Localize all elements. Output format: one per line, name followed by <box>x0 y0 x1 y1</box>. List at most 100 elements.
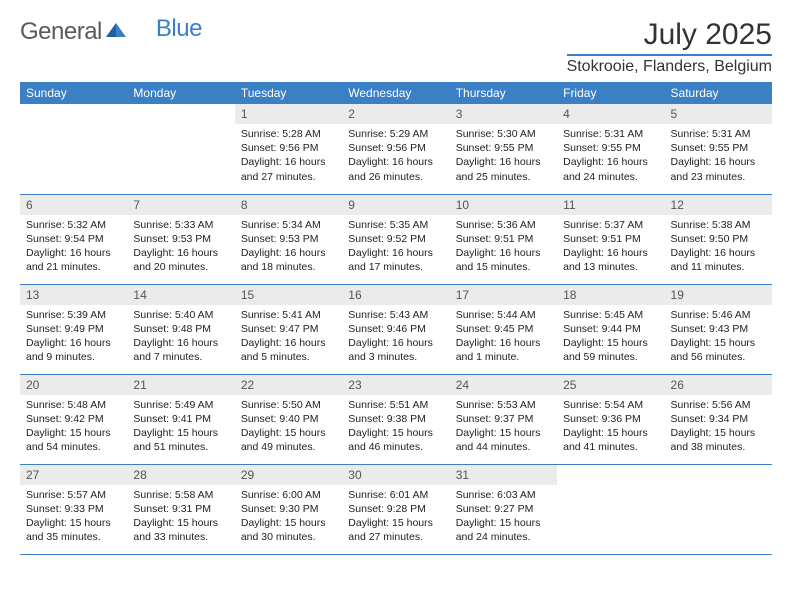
daylight-text: Daylight: 16 hours and 21 minutes. <box>26 246 121 274</box>
sunrise-text: Sunrise: 5:34 AM <box>241 218 336 232</box>
day-data: Sunrise: 5:38 AMSunset: 9:50 PMDaylight:… <box>665 215 772 281</box>
sunset-text: Sunset: 9:42 PM <box>26 412 121 426</box>
day-number: 7 <box>127 195 234 215</box>
daylight-text: Daylight: 16 hours and 25 minutes. <box>456 155 551 183</box>
title-block: July 2025 Stokrooie, Flanders, Belgium <box>567 18 772 76</box>
day-number: 9 <box>342 195 449 215</box>
sunrise-text: Sunrise: 5:58 AM <box>133 488 228 502</box>
sunset-text: Sunset: 9:41 PM <box>133 412 228 426</box>
calendar-day-cell: 18Sunrise: 5:45 AMSunset: 9:44 PMDayligh… <box>557 284 664 374</box>
weekday-header: Tuesday <box>235 82 342 104</box>
sunset-text: Sunset: 9:34 PM <box>671 412 766 426</box>
sunrise-text: Sunrise: 5:39 AM <box>26 308 121 322</box>
day-data: Sunrise: 5:50 AMSunset: 9:40 PMDaylight:… <box>235 395 342 461</box>
daylight-text: Daylight: 16 hours and 15 minutes. <box>456 246 551 274</box>
day-number: 20 <box>20 375 127 395</box>
weekday-header: Thursday <box>450 82 557 104</box>
sunrise-text: Sunrise: 5:44 AM <box>456 308 551 322</box>
sunset-text: Sunset: 9:55 PM <box>456 141 551 155</box>
sunset-text: Sunset: 9:37 PM <box>456 412 551 426</box>
day-data: Sunrise: 5:48 AMSunset: 9:42 PMDaylight:… <box>20 395 127 461</box>
sunset-text: Sunset: 9:46 PM <box>348 322 443 336</box>
sunset-text: Sunset: 9:52 PM <box>348 232 443 246</box>
logo-text-general: General <box>20 18 102 46</box>
calendar-day-cell: 14Sunrise: 5:40 AMSunset: 9:48 PMDayligh… <box>127 284 234 374</box>
day-data: Sunrise: 5:31 AMSunset: 9:55 PMDaylight:… <box>557 124 664 190</box>
daylight-text: Daylight: 16 hours and 23 minutes. <box>671 155 766 183</box>
sunrise-text: Sunrise: 5:29 AM <box>348 127 443 141</box>
calendar-week-row: 6Sunrise: 5:32 AMSunset: 9:54 PMDaylight… <box>20 194 772 284</box>
calendar-week-row: 20Sunrise: 5:48 AMSunset: 9:42 PMDayligh… <box>20 374 772 464</box>
day-number: 13 <box>20 285 127 305</box>
calendar-day-cell: 19Sunrise: 5:46 AMSunset: 9:43 PMDayligh… <box>665 284 772 374</box>
daylight-text: Daylight: 16 hours and 7 minutes. <box>133 336 228 364</box>
day-number: 30 <box>342 465 449 485</box>
day-data: Sunrise: 5:56 AMSunset: 9:34 PMDaylight:… <box>665 395 772 461</box>
daylight-text: Daylight: 15 hours and 59 minutes. <box>563 336 658 364</box>
daylight-text: Daylight: 16 hours and 20 minutes. <box>133 246 228 274</box>
day-number: 5 <box>665 104 772 124</box>
day-number: 17 <box>450 285 557 305</box>
day-number: 29 <box>235 465 342 485</box>
sunset-text: Sunset: 9:54 PM <box>26 232 121 246</box>
sunrise-text: Sunrise: 5:28 AM <box>241 127 336 141</box>
daylight-text: Daylight: 16 hours and 13 minutes. <box>563 246 658 274</box>
sunrise-text: Sunrise: 5:30 AM <box>456 127 551 141</box>
day-data: Sunrise: 5:41 AMSunset: 9:47 PMDaylight:… <box>235 305 342 371</box>
day-number: 18 <box>557 285 664 305</box>
calendar-day-cell: 4Sunrise: 5:31 AMSunset: 9:55 PMDaylight… <box>557 104 664 194</box>
weekday-header: Friday <box>557 82 664 104</box>
calendar-day-cell: 27Sunrise: 5:57 AMSunset: 9:33 PMDayligh… <box>20 464 127 554</box>
day-data: Sunrise: 6:01 AMSunset: 9:28 PMDaylight:… <box>342 485 449 551</box>
sunrise-text: Sunrise: 5:54 AM <box>563 398 658 412</box>
daylight-text: Daylight: 15 hours and 38 minutes. <box>671 426 766 454</box>
day-number: 14 <box>127 285 234 305</box>
calendar-day-cell: 11Sunrise: 5:37 AMSunset: 9:51 PMDayligh… <box>557 194 664 284</box>
sunrise-text: Sunrise: 5:45 AM <box>563 308 658 322</box>
sunrise-text: Sunrise: 5:49 AM <box>133 398 228 412</box>
sunset-text: Sunset: 9:50 PM <box>671 232 766 246</box>
day-number: 6 <box>20 195 127 215</box>
sunrise-text: Sunrise: 5:50 AM <box>241 398 336 412</box>
sunrise-text: Sunrise: 5:31 AM <box>671 127 766 141</box>
daylight-text: Daylight: 15 hours and 49 minutes. <box>241 426 336 454</box>
calendar-day-cell <box>557 464 664 554</box>
sunset-text: Sunset: 9:43 PM <box>671 322 766 336</box>
sunrise-text: Sunrise: 5:43 AM <box>348 308 443 322</box>
calendar-day-cell: 29Sunrise: 6:00 AMSunset: 9:30 PMDayligh… <box>235 464 342 554</box>
calendar-day-cell: 5Sunrise: 5:31 AMSunset: 9:55 PMDaylight… <box>665 104 772 194</box>
sunset-text: Sunset: 9:38 PM <box>348 412 443 426</box>
sunset-text: Sunset: 9:27 PM <box>456 502 551 516</box>
sunset-text: Sunset: 9:53 PM <box>133 232 228 246</box>
calendar-header-row: SundayMondayTuesdayWednesdayThursdayFrid… <box>20 82 772 104</box>
day-number: 10 <box>450 195 557 215</box>
daylight-text: Daylight: 15 hours and 44 minutes. <box>456 426 551 454</box>
daylight-text: Daylight: 15 hours and 24 minutes. <box>456 516 551 544</box>
sunset-text: Sunset: 9:45 PM <box>456 322 551 336</box>
daylight-text: Daylight: 15 hours and 41 minutes. <box>563 426 658 454</box>
day-number: 8 <box>235 195 342 215</box>
day-data: Sunrise: 5:40 AMSunset: 9:48 PMDaylight:… <box>127 305 234 371</box>
daylight-text: Daylight: 15 hours and 27 minutes. <box>348 516 443 544</box>
calendar-day-cell: 12Sunrise: 5:38 AMSunset: 9:50 PMDayligh… <box>665 194 772 284</box>
weekday-header: Saturday <box>665 82 772 104</box>
sunrise-text: Sunrise: 5:41 AM <box>241 308 336 322</box>
daylight-text: Daylight: 16 hours and 18 minutes. <box>241 246 336 274</box>
sunrise-text: Sunrise: 5:40 AM <box>133 308 228 322</box>
sunrise-text: Sunrise: 6:03 AM <box>456 488 551 502</box>
day-number: 11 <box>557 195 664 215</box>
day-data: Sunrise: 5:33 AMSunset: 9:53 PMDaylight:… <box>127 215 234 281</box>
day-data: Sunrise: 5:37 AMSunset: 9:51 PMDaylight:… <box>557 215 664 281</box>
sunrise-text: Sunrise: 5:36 AM <box>456 218 551 232</box>
day-number: 22 <box>235 375 342 395</box>
page-header: General Blue July 2025 Stokrooie, Flande… <box>20 18 772 76</box>
calendar-day-cell: 13Sunrise: 5:39 AMSunset: 9:49 PMDayligh… <box>20 284 127 374</box>
calendar-day-cell: 20Sunrise: 5:48 AMSunset: 9:42 PMDayligh… <box>20 374 127 464</box>
day-number: 4 <box>557 104 664 124</box>
calendar-day-cell: 21Sunrise: 5:49 AMSunset: 9:41 PMDayligh… <box>127 374 234 464</box>
day-data: Sunrise: 5:29 AMSunset: 9:56 PMDaylight:… <box>342 124 449 190</box>
day-data: Sunrise: 5:44 AMSunset: 9:45 PMDaylight:… <box>450 305 557 371</box>
calendar-day-cell: 24Sunrise: 5:53 AMSunset: 9:37 PMDayligh… <box>450 374 557 464</box>
day-number: 23 <box>342 375 449 395</box>
calendar-day-cell: 15Sunrise: 5:41 AMSunset: 9:47 PMDayligh… <box>235 284 342 374</box>
